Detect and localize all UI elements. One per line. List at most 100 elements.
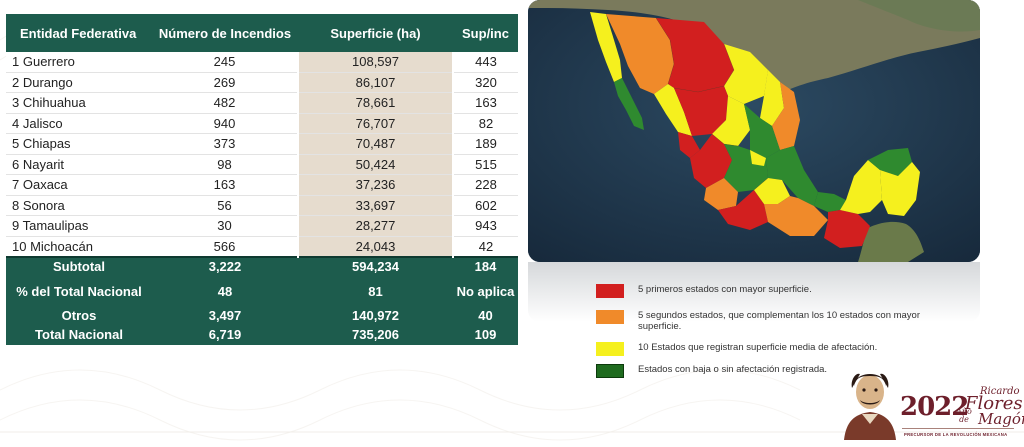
portrait-icon	[844, 373, 896, 440]
state-rank: 2	[12, 74, 20, 90]
superficie-cell: 37,236	[297, 174, 453, 196]
logo-year: 2022	[900, 392, 969, 422]
superficie-cell: 76,707	[297, 113, 453, 134]
state-borders	[655, 17, 769, 191]
usa-land-east	[858, 0, 980, 32]
summary-incendios: 3,497	[152, 306, 298, 326]
header-superficie: Superficie (ha)	[298, 14, 453, 52]
logo-subtitle: PRECURSOR DE LA REVOLUCIÓN MEXICANA	[904, 432, 1008, 437]
state-cell: 8 Sonora	[6, 195, 152, 216]
table-row: 5 Chiapas 373 70,487 189	[6, 133, 518, 155]
legend-item: 5 segundos estados, que complementan los…	[596, 310, 926, 332]
summary-incendios: 6,719	[152, 325, 298, 345]
legend-item: 10 Estados que registran superficie medi…	[596, 342, 926, 356]
legend-swatch-yellow	[596, 342, 624, 356]
supinc-cell: 602	[452, 195, 518, 216]
legend-item: Estados con baja o sin afectación regist…	[596, 364, 926, 378]
legend-swatch-red	[596, 284, 624, 298]
incendios-cell: 566	[152, 236, 298, 258]
map-graphic	[528, 0, 980, 262]
logo-magon: Magón	[978, 410, 1024, 428]
ricardo-flores-magon-logo: 2022 Ricardo Año de Flores Magón PRECURS…	[840, 362, 1024, 444]
summary-supinc: 40	[453, 306, 518, 326]
state-rank: 3	[12, 95, 20, 110]
table-row: 4 Jalisco 940 76,707 82	[6, 113, 518, 134]
state-rank: 1	[12, 54, 20, 69]
incendios-cell: 245	[152, 52, 298, 73]
supinc-cell: 82	[452, 113, 518, 134]
legend-text: 5 primeros estados con mayor superficie.	[638, 284, 812, 295]
summary-row-percent: % del Total Nacional 48 81 No aplica	[6, 276, 518, 307]
state-cell: 9 Tamaulipas	[6, 215, 152, 237]
table-header-row: Entidad Federativa Número de Incendios S…	[6, 14, 518, 52]
table-row: 2 Durango 269 86,107 320	[6, 72, 518, 93]
state-rank: 9	[12, 218, 20, 233]
summary-label: Total Nacional	[6, 325, 152, 345]
state-rank: 7	[12, 177, 20, 192]
summary-supinc: 184	[453, 256, 518, 277]
yucatan	[868, 148, 912, 176]
state-name: Jalisco	[22, 115, 63, 131]
campeche	[840, 160, 882, 214]
durango	[674, 86, 728, 136]
logo-flores: Flores	[965, 393, 1023, 414]
table-row: 10 Michoacán 566 24,043 42	[6, 236, 518, 258]
quintana-roo	[880, 162, 920, 216]
incendios-cell: 482	[152, 92, 298, 114]
superficie-cell: 50,424	[297, 154, 453, 175]
supinc-cell: 189	[452, 133, 518, 155]
legend-item: 5 primeros estados con mayor superficie.	[596, 284, 926, 298]
zacatecas	[712, 96, 750, 146]
superficie-cell: 86,107	[297, 72, 453, 93]
legend-swatch-green	[596, 364, 624, 378]
incendios-cell: 56	[152, 195, 298, 216]
summary-incendios: 3,222	[152, 256, 298, 277]
summary-superficie: 594,234	[298, 256, 453, 277]
oaxaca	[764, 196, 828, 236]
state-cell: 2 Durango	[6, 72, 152, 93]
incendios-cell: 940	[152, 113, 298, 134]
superficie-cell: 33,697	[297, 195, 453, 216]
incendios-cell: 30	[152, 215, 298, 237]
tabasco	[814, 192, 846, 212]
tamaulipas	[772, 82, 800, 150]
incendios-cell: 373	[152, 133, 298, 155]
state-name: Chihuahua	[22, 95, 86, 110]
summary-row-total: Total Nacional 6,719 735,206 109	[6, 325, 518, 345]
hidalgo	[750, 150, 766, 166]
superficie-cell: 24,043	[297, 236, 453, 258]
summary-superficie: 81	[298, 276, 453, 307]
state-name: Michoacán	[30, 238, 93, 254]
san-luis-potosi	[744, 104, 780, 158]
state-name: Guerrero	[22, 54, 75, 69]
central-america-land	[858, 221, 924, 262]
sonora	[606, 14, 674, 94]
supinc-cell: 443	[452, 52, 518, 73]
summary-row-otros: Otros 3,497 140,972 40	[6, 306, 518, 326]
state-cell: 10 Michoacán	[6, 236, 152, 258]
state-name: Durango	[22, 74, 73, 90]
state-cell: 1 Guerrero	[6, 52, 152, 73]
state-cell: 3 Chihuahua	[6, 92, 152, 114]
summary-supinc: 109	[453, 325, 518, 345]
summary-superficie: 735,206	[298, 325, 453, 345]
state-rank: 10	[12, 238, 27, 254]
incendios-cell: 269	[152, 72, 298, 93]
supinc-cell: 228	[452, 174, 518, 196]
puebla	[754, 178, 790, 204]
table-row: 1 Guerrero 245 108,597 443	[6, 52, 518, 73]
guerrero	[718, 190, 768, 230]
logo-divider	[902, 428, 1014, 429]
state-name: Tamaulipas	[22, 218, 89, 233]
summary-row-subtotal: Subtotal 3,222 594,234 184	[6, 256, 518, 277]
state-name: Oaxaca	[22, 177, 68, 192]
state-cell: 4 Jalisco	[6, 113, 152, 134]
summary-label: Otros	[6, 306, 152, 326]
table-row: 3 Chihuahua 482 78,661 163	[6, 92, 518, 114]
supinc-cell: 163	[452, 92, 518, 114]
nayarit	[678, 132, 700, 158]
table-row: 7 Oaxaca 163 37,236 228	[6, 174, 518, 196]
fires-table-container: Entidad Federativa Número de Incendios S…	[6, 14, 518, 345]
incendios-cell: 163	[152, 174, 298, 196]
legend-text: Estados con baja o sin afectación regist…	[638, 364, 828, 375]
